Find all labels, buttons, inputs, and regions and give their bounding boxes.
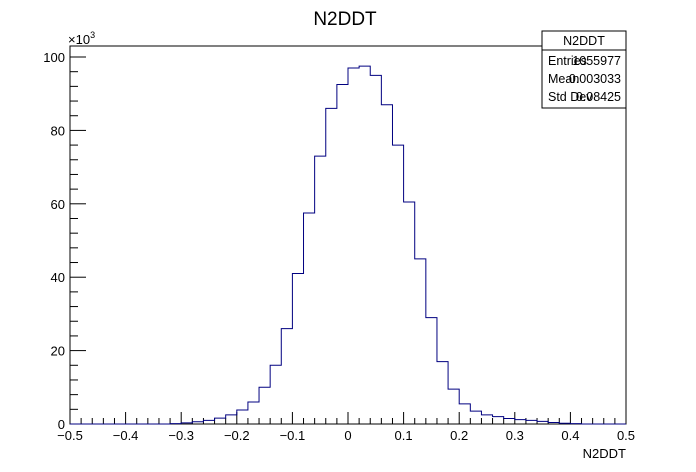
stats-label-entries: Entries xyxy=(548,54,587,68)
x-tick-label: 0.2 xyxy=(450,428,468,443)
histogram-bin xyxy=(515,420,526,424)
histogram-bin xyxy=(392,145,403,424)
x-tick-label: −0.4 xyxy=(113,428,139,443)
x-tick-label: 0.5 xyxy=(617,428,635,443)
x-tick-label: 0.1 xyxy=(395,428,413,443)
x-tick-label: −0.3 xyxy=(168,428,194,443)
histogram-bin xyxy=(292,274,303,424)
y-tick-label: 60 xyxy=(51,197,65,212)
histogram-bin xyxy=(259,387,270,424)
stats-label-mean: Mean xyxy=(548,72,579,86)
x-tick-label: −0.5 xyxy=(57,428,83,443)
stats-box-frame xyxy=(541,30,627,109)
histogram-bin xyxy=(426,318,437,424)
histogram-bin xyxy=(348,68,359,424)
x-tick-label: −0.2 xyxy=(224,428,250,443)
x-tick-label: 0.4 xyxy=(561,428,579,443)
histogram-bin xyxy=(448,389,459,424)
stats-value-mean: 0.003033 xyxy=(569,72,621,86)
y-tick-label: 80 xyxy=(51,123,65,138)
x-tick-label: −0.1 xyxy=(280,428,306,443)
histogram-bin xyxy=(493,417,504,424)
histogram-bin xyxy=(470,411,481,424)
histogram-bin xyxy=(304,213,315,424)
histogram-bin xyxy=(315,156,326,424)
y-tick-label: 100 xyxy=(43,50,65,65)
stats-box: N2DDT Entries 1055977 Mean 0.003033 Std … xyxy=(541,30,627,109)
histogram-bin xyxy=(337,85,348,424)
histogram-bin xyxy=(381,105,392,424)
y-tick-label: 0 xyxy=(58,417,65,432)
y-axis: 0 20 40 60 80 100 xyxy=(43,50,86,432)
histogram-outline xyxy=(70,65,626,425)
histogram-bin xyxy=(481,415,492,424)
histogram-bin xyxy=(215,418,226,424)
histogram-bin xyxy=(359,66,370,424)
histogram-bin xyxy=(270,365,281,424)
x-tick-label: 0.3 xyxy=(506,428,524,443)
histogram-bin xyxy=(459,404,470,424)
y-tick-label: 20 xyxy=(51,344,65,359)
stats-title: N2DDT xyxy=(563,34,605,48)
histogram-series xyxy=(70,65,626,425)
x-tick-label: 0 xyxy=(344,428,351,443)
histogram-bin xyxy=(226,415,237,424)
y-axis-multiplier: ×103 xyxy=(68,30,95,47)
histogram-bin xyxy=(437,362,448,424)
stats-value-std-dev: 0.08425 xyxy=(576,90,621,104)
histogram-bin xyxy=(281,329,292,424)
histogram-bin xyxy=(203,420,214,424)
y-tick-label: 40 xyxy=(51,270,65,285)
x-axis-title: N2DDT xyxy=(583,446,626,461)
histogram-bin xyxy=(415,259,426,424)
histogram-bin xyxy=(504,418,515,424)
histogram-bin xyxy=(248,402,259,424)
histogram-bin xyxy=(370,75,381,424)
histogram-bin xyxy=(526,420,537,424)
histogram-bin xyxy=(326,108,337,424)
stats-value-entries: 1055977 xyxy=(572,54,621,68)
histogram-bin xyxy=(237,410,248,424)
stats-label-std-dev: Std Dev xyxy=(548,90,593,104)
histogram-bin xyxy=(404,202,415,424)
x-axis: −0.5 −0.4 −0.3 −0.2 −0.1 0 0.1 0.2 0.3 0.4 0.5 xyxy=(57,412,635,443)
chart-title: N2DDT xyxy=(313,9,377,30)
